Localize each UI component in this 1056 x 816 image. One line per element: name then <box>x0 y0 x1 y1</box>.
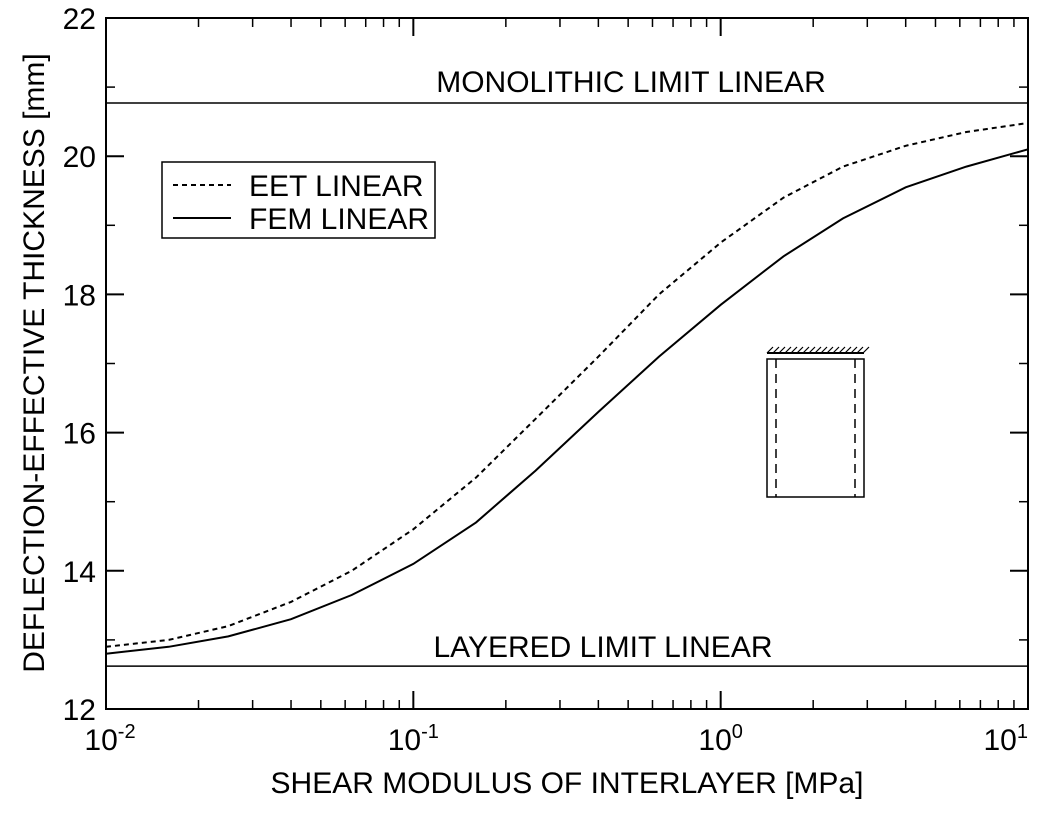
hatch-stroke <box>844 346 852 354</box>
x-axis-label: SHEAR MODULUS OF INTERLAYER [MPa] <box>271 767 864 800</box>
y-tick-label: 20 <box>63 141 96 174</box>
y-tick-label: 22 <box>63 3 96 36</box>
hatch-stroke <box>778 346 786 354</box>
plate-outline <box>766 358 865 498</box>
y-tick-label: 12 <box>63 694 96 727</box>
hatch-stroke <box>766 346 774 354</box>
y-axis-label: DEFLECTION-EFFECTIVE THICKNESS [mm] <box>18 53 51 673</box>
hatch-stroke <box>826 346 834 354</box>
major-ticks <box>105 17 1029 710</box>
monolithic-limit-label: MONOLITHIC LIMIT LINEAR <box>436 66 826 99</box>
plate-sketch <box>766 346 870 498</box>
hatch-stroke <box>808 346 816 354</box>
hatch-stroke <box>790 346 798 354</box>
hatch-stroke <box>838 346 846 354</box>
hatch-stroke <box>772 346 780 354</box>
legend: EET LINEAR FEM LINEAR <box>161 161 436 239</box>
legend-box <box>161 161 436 239</box>
x-tick-label: 101 <box>984 721 1029 757</box>
hatch-stroke <box>802 346 810 354</box>
y-tick-label: 14 <box>63 556 96 589</box>
hatch-stroke <box>820 346 828 354</box>
plate-support-hatch <box>766 346 870 354</box>
hatch-stroke <box>814 346 822 354</box>
hatch-stroke <box>832 346 840 354</box>
x-tick-label: 10-1 <box>388 721 439 757</box>
hatch-stroke <box>856 346 864 354</box>
x-tick-labels: 10-2 10-1 100 101 <box>84 721 1028 757</box>
series-lines <box>105 122 1029 655</box>
legend-label-fem-linear: FEM LINEAR <box>249 203 429 236</box>
plot-frame <box>105 17 1029 710</box>
reference-lines <box>106 102 1028 667</box>
y-tick-label: 18 <box>63 279 96 312</box>
series-line-fem-linear <box>105 148 1029 655</box>
x-tick-label: 100 <box>698 721 743 757</box>
y-tick-label: 16 <box>63 418 96 451</box>
minor-ticks <box>106 18 1028 709</box>
layered-limit-label: LAYERED LIMIT LINEAR <box>434 631 773 664</box>
hatch-stroke <box>796 346 804 354</box>
legend-label-eet-linear: EET LINEAR <box>249 170 424 203</box>
hatch-stroke <box>862 346 870 354</box>
hatch-stroke <box>784 346 792 354</box>
x-tick-label: 10-2 <box>84 721 135 757</box>
series-line-eet-linear <box>105 122 1029 648</box>
y-tick-labels: 12 14 16 18 20 22 <box>63 3 96 727</box>
hatch-stroke <box>850 346 858 354</box>
